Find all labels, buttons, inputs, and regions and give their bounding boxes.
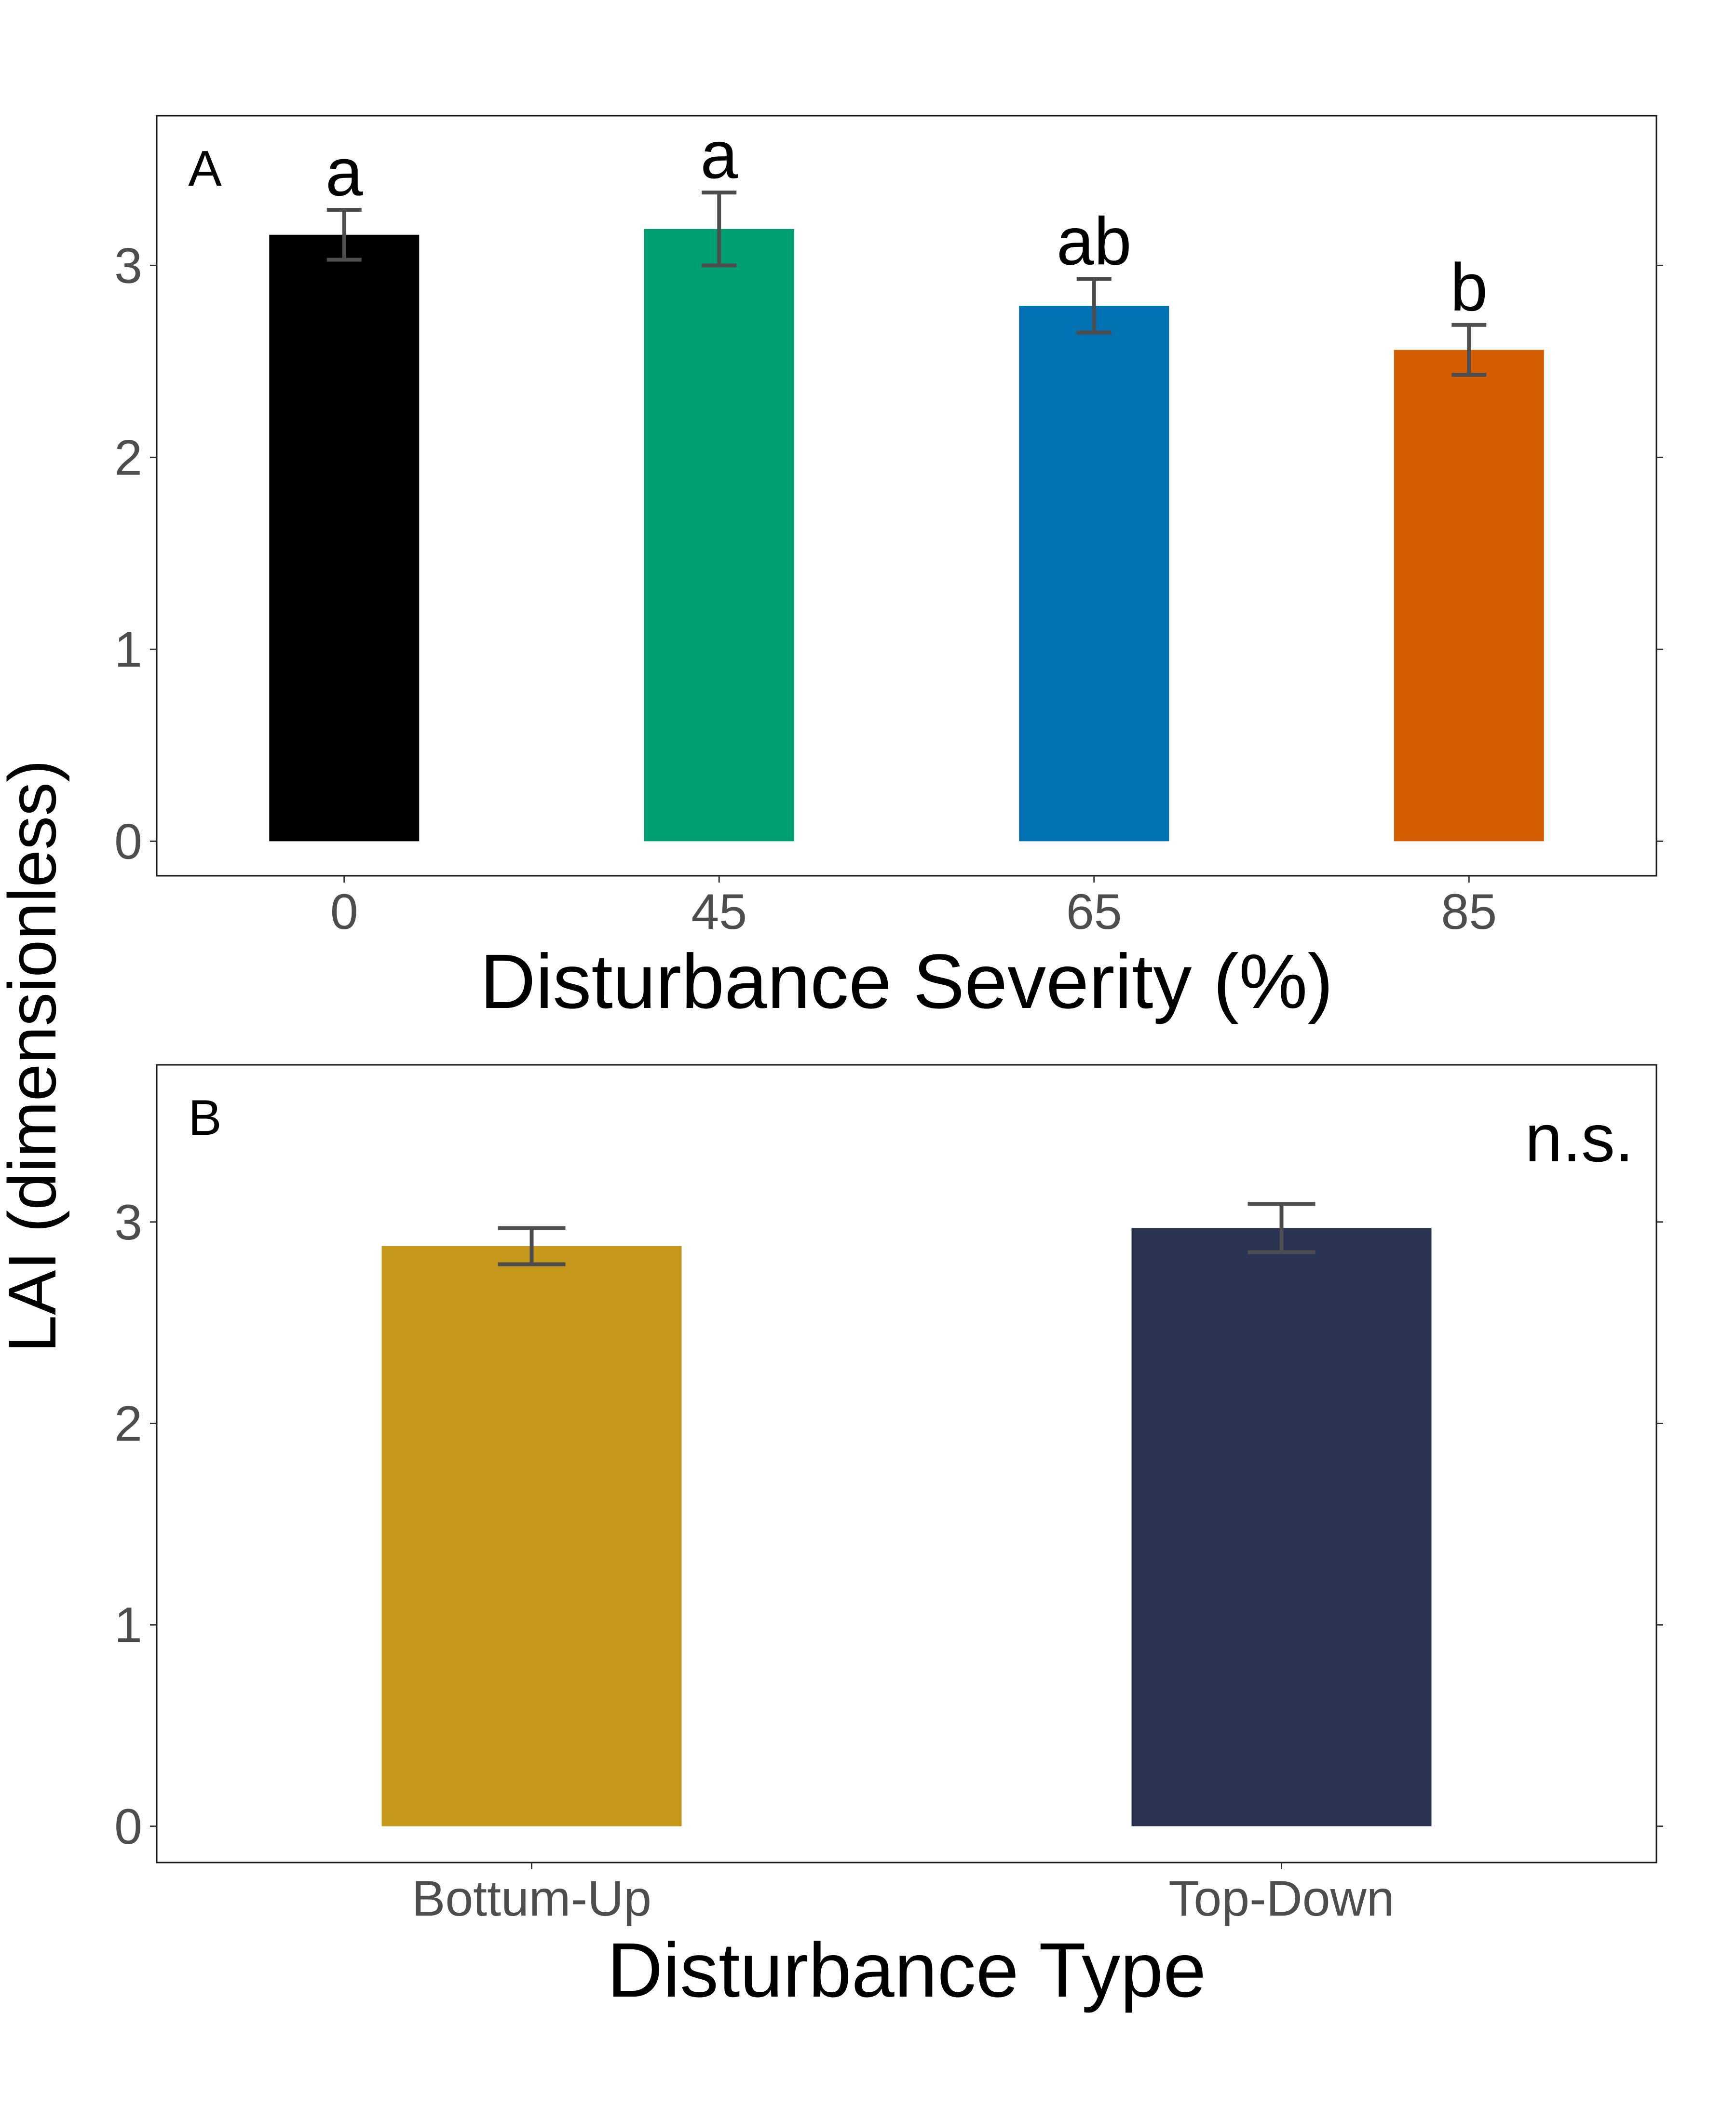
significance-letter: ab — [1057, 203, 1132, 279]
panel-border — [156, 115, 1657, 877]
bar-65 — [1019, 306, 1169, 842]
bar-Bottum-Up — [381, 1246, 682, 1826]
y-tick-label: 2 — [114, 430, 142, 486]
x-tick-label: 85 — [1441, 884, 1497, 940]
y-tick-label: 0 — [114, 1799, 142, 1855]
x-tick-label: Top-Down — [1168, 1871, 1394, 1927]
panel-a-chart: 0 1 2 3 0 a 45 a 65 ab 85 b A Disturbance Severity (%… — [114, 115, 1663, 1024]
panel-border — [156, 1064, 1657, 1864]
x-tick-label: 0 — [330, 884, 358, 940]
significance-letter: a — [326, 134, 363, 210]
bar-0 — [269, 234, 420, 842]
panel-label: A — [188, 141, 222, 197]
x-tick-label: 45 — [691, 884, 747, 940]
x-axis-title: Disturbance Severity (%) — [480, 938, 1333, 1024]
y-tick-label: 1 — [114, 1597, 142, 1653]
x-tick-label: 65 — [1066, 884, 1122, 940]
bar-45 — [644, 229, 794, 842]
y-axis-title: LAI (dimensionless) — [0, 760, 70, 1352]
significance-letter: b — [1450, 249, 1488, 325]
panel-label: B — [188, 1090, 221, 1146]
y-tick-label: 3 — [114, 1195, 142, 1251]
x-tick-label: Bottum-Up — [412, 1871, 651, 1927]
y-tick-label: 1 — [114, 622, 142, 678]
bar-Top-Down — [1131, 1228, 1432, 1826]
y-tick-label: 3 — [114, 238, 142, 294]
panel-b-chart: 0 1 2 3 Bottum-Up Top-Down B n.s. Disturbance Ty… — [114, 1064, 1663, 2013]
y-tick-label: 0 — [114, 814, 142, 870]
annotation-text: n.s. — [1525, 1100, 1634, 1176]
y-tick-label: 2 — [114, 1396, 142, 1452]
significance-letter: a — [700, 117, 738, 192]
bar-85 — [1394, 350, 1544, 842]
x-axis-title: Disturbance Type — [607, 1927, 1206, 2013]
